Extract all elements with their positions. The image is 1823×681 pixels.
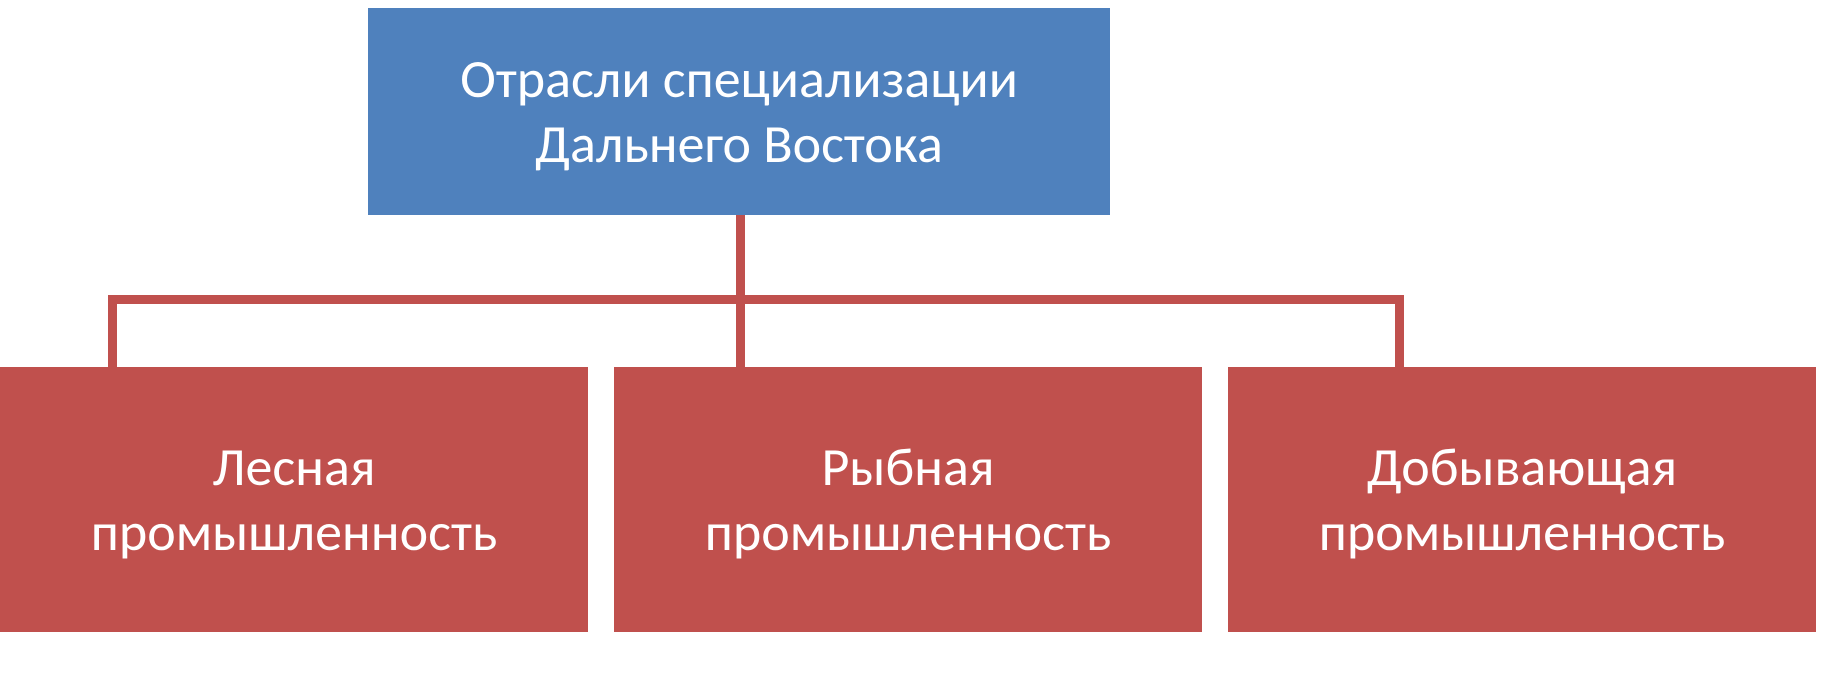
child-node-2-label: Добывающая промышленность [1238,435,1806,565]
child-node-1: Рыбная промышленность [614,367,1202,632]
connector-drop-0 [108,295,117,367]
child-node-0-label: Лесная промышленность [10,435,578,565]
root-node: Отрасли специализации Дальнего Востока [368,8,1110,215]
root-node-label: Отрасли специализации Дальнего Востока [378,47,1100,177]
child-node-1-label: Рыбная промышленность [624,435,1192,565]
connector-drop-2 [1395,295,1404,367]
child-node-2: Добывающая промышленность [1228,367,1816,632]
connector-horizontal [108,295,1404,304]
connector-drop-1 [736,295,745,367]
child-node-0: Лесная промышленность [0,367,588,632]
connector-main-vertical [736,215,745,295]
